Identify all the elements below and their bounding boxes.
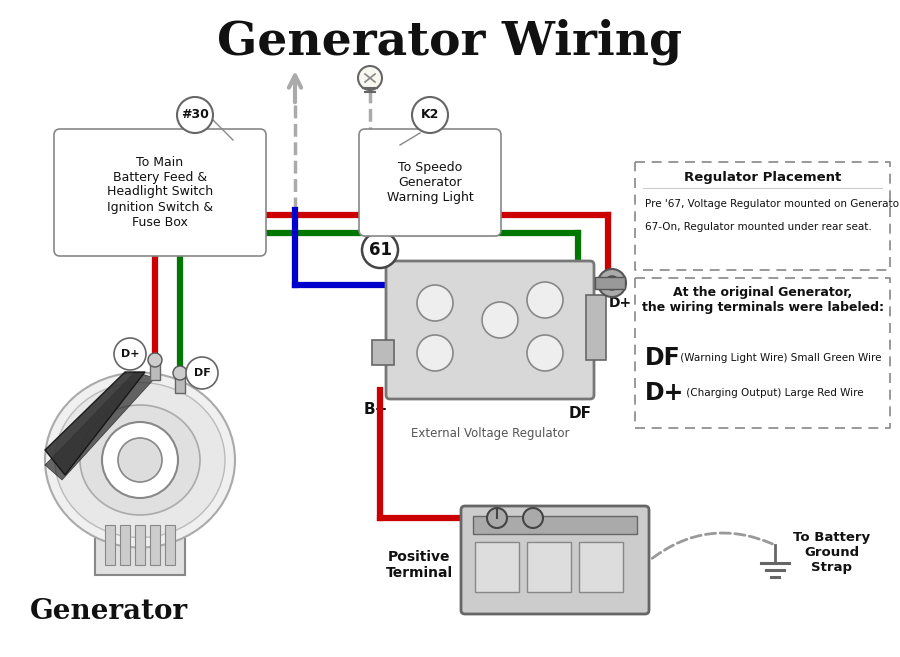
Text: To Speedo
Generator
Warning Light: To Speedo Generator Warning Light: [387, 162, 473, 204]
Circle shape: [177, 97, 213, 133]
Circle shape: [487, 508, 507, 528]
Circle shape: [523, 508, 543, 528]
Circle shape: [358, 66, 382, 90]
Text: (Charging Output) Large Red Wire: (Charging Output) Large Red Wire: [683, 388, 864, 398]
Polygon shape: [45, 372, 145, 475]
Circle shape: [482, 302, 518, 338]
Circle shape: [417, 285, 453, 321]
Bar: [165, 525, 175, 565]
Bar: [475, 542, 519, 592]
Text: B+: B+: [364, 401, 388, 417]
Bar: [473, 516, 637, 534]
Bar: [95, 520, 185, 575]
Text: External Voltage Regulator: External Voltage Regulator: [410, 427, 569, 440]
Bar: [595, 277, 625, 289]
Text: Pre '67, Voltage Regulator mounted on Generator.: Pre '67, Voltage Regulator mounted on Ge…: [645, 199, 900, 209]
Circle shape: [186, 357, 218, 389]
Bar: [150, 362, 160, 380]
Circle shape: [102, 422, 178, 498]
Text: DF: DF: [645, 346, 680, 370]
Text: Generator: Generator: [30, 598, 188, 625]
Text: D+: D+: [608, 296, 632, 310]
Circle shape: [173, 366, 187, 380]
Text: K2: K2: [421, 108, 439, 122]
FancyBboxPatch shape: [359, 129, 501, 236]
Text: (Warning Light Wire) Small Green Wire: (Warning Light Wire) Small Green Wire: [677, 353, 881, 363]
Circle shape: [598, 269, 626, 297]
Bar: [135, 525, 145, 565]
Bar: [175, 375, 185, 393]
Text: DF: DF: [194, 368, 211, 378]
Text: To Main
Battery Feed &
Headlight Switch
Ignition Switch &
Fuse Box: To Main Battery Feed & Headlight Switch …: [107, 156, 213, 229]
Ellipse shape: [80, 405, 200, 515]
Text: 61: 61: [368, 241, 392, 259]
Circle shape: [362, 232, 398, 268]
Text: DF: DF: [569, 405, 591, 420]
Text: At the original Generator,
the wiring terminals were labeled:: At the original Generator, the wiring te…: [642, 286, 884, 314]
Polygon shape: [45, 372, 155, 480]
Bar: [579, 542, 623, 592]
Text: To Battery
Ground
Strap: To Battery Ground Strap: [793, 532, 870, 574]
Text: Regulator Placement: Regulator Placement: [684, 171, 842, 183]
Ellipse shape: [55, 382, 225, 537]
Text: #30: #30: [181, 108, 209, 122]
Bar: [150, 525, 160, 565]
Circle shape: [417, 335, 453, 371]
Bar: [372, 340, 394, 365]
Bar: [586, 295, 606, 360]
FancyBboxPatch shape: [461, 506, 649, 614]
Circle shape: [527, 282, 563, 318]
Circle shape: [605, 276, 619, 290]
Circle shape: [118, 438, 162, 482]
Bar: [120, 525, 130, 565]
Circle shape: [527, 335, 563, 371]
Text: Generator Wiring: Generator Wiring: [218, 19, 682, 65]
Circle shape: [412, 97, 448, 133]
Text: Positive
Terminal: Positive Terminal: [386, 550, 453, 580]
Bar: [105, 525, 115, 565]
Circle shape: [114, 338, 146, 370]
FancyBboxPatch shape: [386, 261, 594, 399]
Text: D+: D+: [645, 381, 684, 405]
Text: 67-On, Regulator mounted under rear seat.: 67-On, Regulator mounted under rear seat…: [645, 222, 872, 232]
Text: D+: D+: [121, 349, 140, 359]
Bar: [527, 542, 571, 592]
FancyBboxPatch shape: [54, 129, 266, 256]
Ellipse shape: [45, 373, 235, 547]
Circle shape: [148, 353, 162, 367]
